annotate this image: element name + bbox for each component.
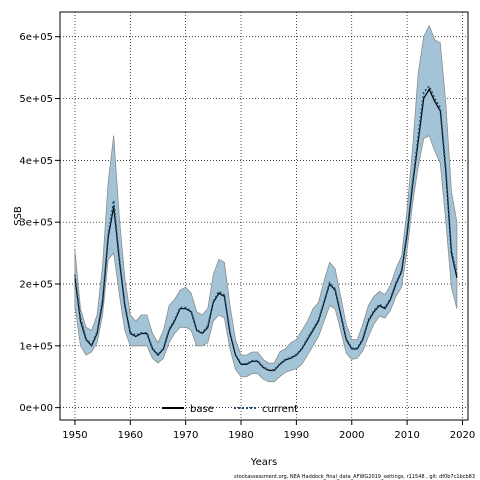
legend: base current [162, 404, 298, 415]
y-tick-label: 4e+05 [19, 156, 53, 167]
legend-current-label: current [262, 404, 298, 415]
x-tick-label: 1970 [173, 430, 198, 441]
x-tick-label: 2000 [339, 430, 364, 441]
x-tick-label: 1960 [118, 430, 143, 441]
y-tick-label: 5e+05 [19, 94, 53, 105]
line-layer [74, 84, 458, 372]
y-tick-label: 2e+05 [19, 280, 53, 291]
plot-frame [59, 11, 469, 421]
legend-base-label: base [190, 404, 214, 415]
series-line-current [74, 84, 458, 371]
x-tick-label: 1980 [228, 430, 253, 441]
x-tick-label: 2020 [450, 430, 475, 441]
footer-note: stockassessment.org, NEA Haddock_final_d… [234, 474, 475, 480]
y-tick-label: 6e+05 [19, 32, 53, 43]
x-tick-label: 2010 [394, 430, 419, 441]
x-axis-title: Years [250, 457, 277, 468]
y-tick-label: 1e+05 [19, 341, 53, 352]
x-tick-label: 1950 [62, 430, 87, 441]
x-axis: 1950 1960 1970 1980 1990 2000 2010 2020 [62, 420, 475, 441]
x-tick-label: 1990 [284, 430, 309, 441]
y-axis-title: SSB [13, 206, 24, 226]
y-axis: 0e+00 1e+05 2e+05 3e+05 4e+05 5e+05 6e+05 [19, 32, 60, 414]
band-layer [74, 24, 458, 383]
y-tick-label: 0e+00 [19, 403, 53, 414]
y-tick-label: 3e+05 [19, 218, 53, 229]
confidence-band [74, 24, 458, 383]
